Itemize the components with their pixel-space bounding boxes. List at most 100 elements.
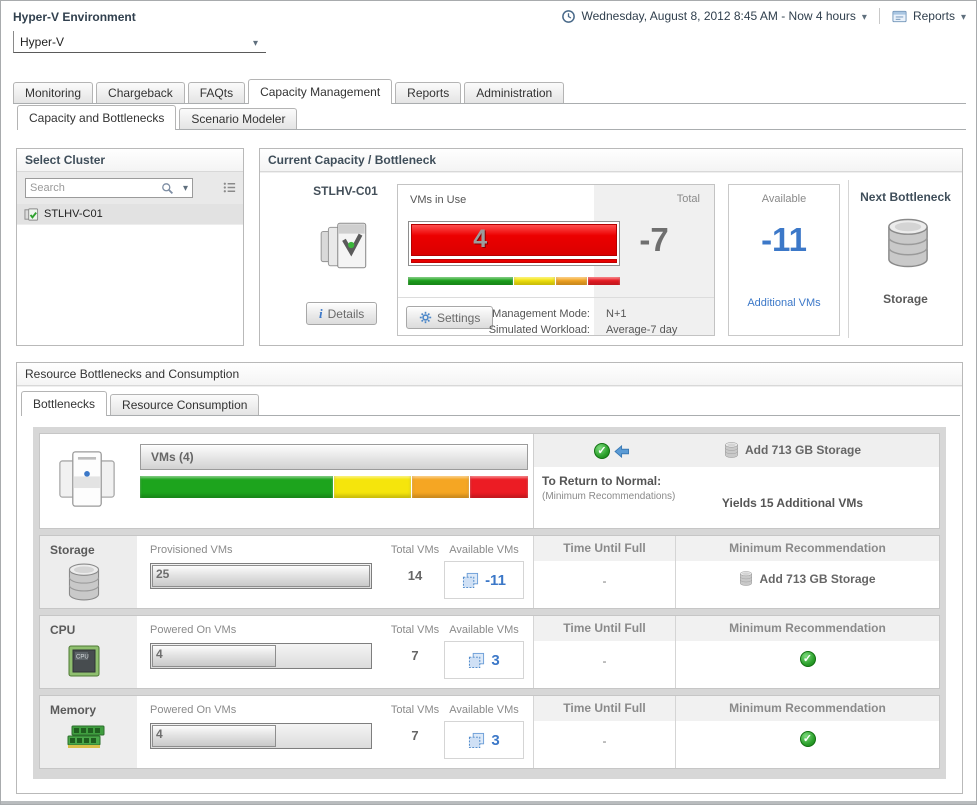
cluster-search-toolbar: [17, 172, 243, 204]
resource-label-col: Storage: [40, 536, 137, 608]
environment-selector-value: Hyper-V: [20, 34, 65, 49]
timerange-caret-icon[interactable]: [862, 9, 867, 23]
environment-selector[interactable]: Hyper-V: [13, 31, 266, 53]
total-vms-value: 7: [411, 728, 419, 743]
tab-reports[interactable]: Reports: [395, 82, 462, 103]
check-icon: [799, 731, 816, 747]
tab-administration[interactable]: Administration: [464, 82, 565, 103]
capacity-zone-strip: [408, 277, 620, 285]
bar-value: 4: [156, 727, 163, 741]
tab-bottlenecks[interactable]: Bottlenecks: [21, 391, 108, 416]
timerange-clock-icon: [561, 9, 576, 24]
bar-value: 25: [156, 567, 170, 581]
search-icon[interactable]: [161, 182, 174, 195]
additional-vms-link[interactable]: Additional VMs: [747, 297, 821, 309]
list-options-icon[interactable]: [222, 180, 237, 195]
storage-icon: [884, 218, 932, 268]
info-icon: [319, 306, 323, 322]
minimum-recommendation-col: Minimum Recommendation Add 713 GB Storag…: [675, 536, 939, 608]
total-vms-value: 7: [411, 648, 419, 663]
storage-icon: [724, 442, 739, 458]
zone-segment: [469, 476, 528, 498]
zone-segment: [588, 277, 620, 285]
total-vms-header: Total VMs: [390, 544, 440, 556]
resource-row-storage: Storage Provisioned VMs 25 Total VMs 14 …: [39, 535, 940, 609]
gear-icon: [419, 311, 432, 324]
vms-bar-header: VMs (4): [140, 444, 528, 470]
resource-row-memory: Memory Powered On VMs 4 Total VMs 7 Avai…: [39, 695, 940, 769]
return-to-normal-section: Add 713 GB Storage To Return to Normal: …: [533, 434, 939, 528]
topbar-actions: Wednesday, August 8, 2012 8:45 AM - Now …: [561, 8, 966, 24]
tab-capacity-management[interactable]: Capacity Management: [248, 79, 393, 104]
check-icon: [594, 443, 610, 459]
total-value: -7: [639, 221, 669, 258]
capacity-box-divider: [398, 297, 714, 298]
search-options-caret-icon[interactable]: [183, 182, 188, 194]
topbar-divider: [878, 8, 880, 24]
memory-icon: [66, 723, 106, 751]
available-vms-header: Available VMs: [449, 704, 519, 716]
vms-zone-strip: [140, 476, 528, 498]
recommendation-summary: Add 713 GB Storage: [654, 442, 931, 458]
current-capacity-title: Current Capacity / Bottleneck: [260, 149, 962, 172]
tab-scenario-modeler[interactable]: Scenario Modeler: [179, 108, 298, 129]
next-bottleneck-title: Next Bottleneck: [860, 190, 951, 204]
vm-icon: [468, 652, 485, 669]
bottlenecks-content: VMs (4) Add 713 GB Storage To Return to …: [33, 427, 946, 779]
tab-resource-consumption[interactable]: Resource Consumption: [110, 394, 260, 415]
powered-on-vms-bar: 4: [150, 643, 372, 669]
powered-on-vms-bar: 4: [150, 723, 372, 749]
search-input[interactable]: [30, 180, 148, 196]
reports-caret-icon[interactable]: [961, 9, 966, 23]
resource-label-col: CPU: [40, 616, 137, 688]
cluster-item-icon: [24, 207, 39, 222]
reports-icon: [892, 9, 907, 24]
management-mode-value: N+1: [606, 308, 627, 320]
recommendation-value: Add 713 GB Storage: [676, 571, 939, 586]
tab-chargeback[interactable]: Chargeback: [96, 82, 185, 103]
cluster-list-item[interactable]: STLHV-C01: [17, 204, 243, 225]
available-vms-box[interactable]: 3: [444, 721, 524, 759]
reports-menu[interactable]: Reports: [912, 9, 955, 23]
recommendation-ok: [676, 651, 939, 667]
provisioned-vms-label: Provisioned VMs: [150, 544, 233, 556]
bar-fill: [152, 645, 277, 667]
cluster-icon: [316, 216, 374, 274]
host-icon: [56, 448, 118, 510]
total-vms-value: 14: [407, 568, 423, 583]
tab-capacity-and-bottlenecks[interactable]: Capacity and Bottlenecks: [17, 105, 177, 130]
capacity-cluster-name: STLHV-C01: [313, 184, 378, 198]
available-vms-box[interactable]: -11: [444, 561, 524, 599]
zone-segment: [556, 277, 589, 285]
tab-monitoring[interactable]: Monitoring: [13, 82, 94, 103]
time-until-full-col: Time Until Full -: [533, 696, 675, 768]
environment-selector-caret-icon: [253, 35, 258, 49]
time-until-full-col: Time Until Full -: [533, 616, 675, 688]
details-button[interactable]: Details: [306, 302, 378, 325]
simulated-workload-label: Simulated Workload:: [488, 324, 590, 336]
next-bottleneck-divider: [848, 180, 849, 338]
zone-segment: [411, 476, 470, 498]
page-title: Hyper-V Environment: [13, 10, 136, 24]
zone-segment: [140, 476, 334, 498]
available-value: -11: [761, 221, 807, 258]
resource-panel-title: Resource Bottlenecks and Consumption: [17, 363, 962, 386]
vms-in-use-value: 4: [473, 225, 488, 253]
settings-button[interactable]: Settings: [406, 306, 494, 329]
check-icon: [799, 651, 816, 667]
zone-segment: [408, 277, 514, 285]
vms-in-use-bar: 4: [411, 224, 617, 256]
timerange-label[interactable]: Wednesday, August 8, 2012 8:45 AM - Now …: [581, 9, 856, 23]
select-cluster-panel: Select Cluster STLHV-C01: [16, 148, 244, 346]
resource-label-col: Memory: [40, 696, 137, 768]
next-bottleneck-resource: Storage: [883, 292, 928, 306]
total-header: Total: [676, 193, 700, 205]
simulated-workload-value: Average-7 day: [606, 324, 678, 336]
tab-faqts[interactable]: FAQts: [187, 82, 246, 103]
available-vms-header: Available VMs: [449, 544, 519, 556]
zone-segment: [514, 277, 557, 285]
available-vms-box[interactable]: 3: [444, 641, 524, 679]
total-vms-header: Total VMs: [390, 624, 440, 636]
vms-in-use-label: VMs in Use: [410, 194, 467, 206]
vms-in-use-box: Total -7 VMs in Use 4 Settings Managemen…: [397, 184, 715, 336]
